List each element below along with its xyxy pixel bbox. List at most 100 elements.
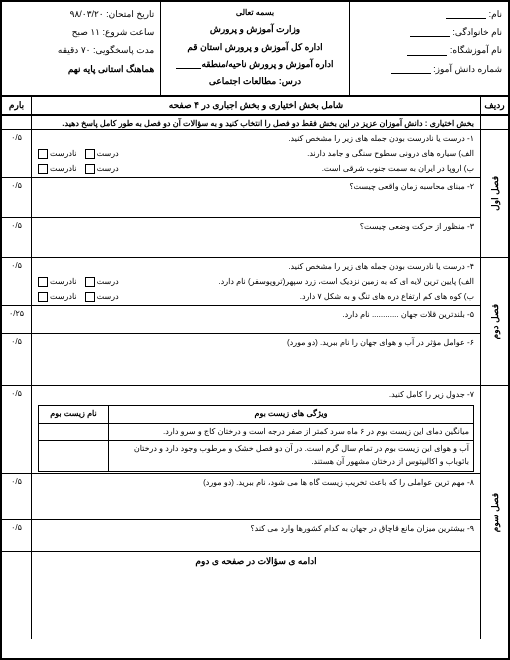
- barom-1: ۰/۵: [2, 130, 31, 178]
- q8-text: ۸- مهم ترین عواملی را که باعث تخریب زیست…: [38, 477, 474, 490]
- fasl1-label: فصل اول: [490, 176, 500, 211]
- school-blank: [407, 47, 447, 56]
- fasl2-label: فصل دوم: [490, 304, 500, 339]
- question-1: ۱- درست یا نادرست بودن جمله های زیر را م…: [32, 130, 480, 178]
- studentno-label: شماره دانش آموز:: [433, 64, 502, 74]
- q4a-true-box[interactable]: [85, 277, 95, 287]
- q1-title: ۱- درست یا نادرست بودن جمله های زیر را م…: [38, 133, 474, 146]
- barom-9: ۰/۵: [2, 520, 31, 552]
- q4b-true-label: درست: [97, 291, 119, 304]
- col-radif-header: ردیف: [480, 97, 508, 114]
- q1b-false-label: نادرست: [50, 163, 77, 176]
- duration-label: مدت پاسخگویی:: [93, 45, 154, 55]
- footer-note: ادامه ی سؤالات در صفحه ی دوم: [32, 552, 480, 571]
- start-label: ساعت شروع:: [103, 27, 155, 37]
- q4b-false-label: نادرست: [50, 291, 77, 304]
- q4-b: ب) کوه های کم ارتفاع دره های تنگ و به شک…: [119, 291, 474, 304]
- header-org: بسمه تعالی وزارت آموزش و پرورش اداره کل …: [160, 2, 349, 95]
- q1-b: ب) اروپا در ایران به سمت جنوب شرقی است.: [119, 163, 474, 176]
- school-label: نام آموزشگاه:: [450, 45, 502, 55]
- q9-text: ۹- بیشترین میزان مانع قاچاق در جهان به ک…: [38, 523, 474, 536]
- duration-value: ۷۰ دقیقه: [58, 45, 91, 55]
- radif-fasl3: فصل سوم: [481, 386, 508, 639]
- ministry: وزارت آموزش و پرورش: [167, 21, 343, 37]
- date-value: ۹۸/۰۳/۲۰: [70, 9, 104, 19]
- start-value: ۱۱ صبح: [72, 27, 100, 37]
- header-exam-info: تاریخ امتحان: ۹۸/۰۳/۲۰ ساعت شروع: ۱۱ صبح…: [2, 2, 160, 95]
- name-label: نام:: [489, 9, 502, 19]
- q7-row2: آب و هوای این زیست بوم در تمام سال گرم ا…: [109, 441, 474, 472]
- q7-row1-answer[interactable]: [39, 423, 109, 441]
- barom-7: ۰/۵: [2, 386, 31, 474]
- subheader: ردیف شامل بخش اختیاری و بخش اجباری در ۴ …: [2, 97, 508, 116]
- main-column: بخش اختیاری : دانش آموزان عزیز در این بخ…: [32, 116, 480, 639]
- barom-8: ۰/۵: [2, 474, 31, 520]
- q1a-true-label: درست: [97, 148, 119, 161]
- q1a-true-box[interactable]: [85, 149, 95, 159]
- header-student-info: نام: نام خانوادگی: نام آموزشگاه: شماره د…: [349, 2, 508, 95]
- radif-fasl1: فصل اول: [481, 130, 508, 258]
- q4a-false-label: نادرست: [50, 276, 77, 289]
- q7-col2: نام زیست بوم: [39, 405, 109, 423]
- col-barom-header: بارم: [2, 97, 32, 114]
- family-blank: [410, 28, 450, 37]
- radif-fasl2: فصل دوم: [481, 258, 508, 386]
- exam-type: هماهنگ استانی پایه نهم: [68, 64, 154, 74]
- content: فصل اول فصل دوم فصل سوم بخش اختیاری : دا…: [2, 116, 508, 639]
- radif-intro: [481, 116, 508, 130]
- question-7: ۷- جدول زیر را کامل کنید. ویژگی های زیست…: [32, 386, 480, 474]
- q4a-false-box[interactable]: [38, 277, 48, 287]
- q7-col1: ویژگی های زیست بوم: [109, 405, 474, 423]
- question-3: ۳- منظور از حرکت وضعی چیست؟: [32, 218, 480, 258]
- question-6: ۶- عوامل مؤثر در آب و هوای جهان را نام ب…: [32, 334, 480, 386]
- q7-table: ویژگی های زیست بوم نام زیست بوم میانگین …: [38, 405, 474, 472]
- radif-column: فصل اول فصل دوم فصل سوم: [480, 116, 508, 639]
- date-label: تاریخ امتحان:: [106, 9, 154, 19]
- barom-2: ۰/۵: [2, 178, 31, 218]
- logo-text: بسمه تعالی: [167, 6, 343, 20]
- q4-a: الف) پایین ترین لایه ای که به زمین نزدیک…: [119, 276, 474, 289]
- q1b-true-label: درست: [97, 163, 119, 176]
- q1b-true-box[interactable]: [85, 164, 95, 174]
- q4a-true-label: درست: [97, 276, 119, 289]
- q3-text: ۳- منظور از حرکت وضعی چیست؟: [38, 221, 474, 234]
- q7-title: ۷- جدول زیر را کامل کنید.: [38, 389, 474, 402]
- barom-3: ۰/۵: [2, 218, 31, 258]
- barom-intro: [2, 116, 31, 130]
- q7-row2-answer[interactable]: [39, 441, 109, 472]
- q4-title: ۴- درست یا نادرست بودن جمله های زیر را م…: [38, 261, 474, 274]
- question-5: ۵- بلندترین قلات جهان ............ نام د…: [32, 306, 480, 334]
- barom-footer: [2, 552, 31, 639]
- exam-page: نام: نام خانوادگی: نام آموزشگاه: شماره د…: [0, 0, 510, 660]
- studentno-blank: [391, 65, 431, 74]
- question-4: ۴- درست یا نادرست بودن جمله های زیر را م…: [32, 258, 480, 306]
- barom-5: ۰/۲۵: [2, 306, 31, 334]
- q7-row1: میانگین دمای این زیست بوم در ۶ ماه سرد ک…: [109, 423, 474, 441]
- barom-column: ۰/۵ ۰/۵ ۰/۵ ۰/۵ ۰/۲۵ ۰/۵ ۰/۵ ۰/۵ ۰/۵: [2, 116, 32, 639]
- q1a-false-label: نادرست: [50, 148, 77, 161]
- q6-text: ۶- عوامل مؤثر در آب و هوای جهان را نام ب…: [38, 337, 474, 350]
- q2-text: ۲- مبنای محاسبه زمان واقعی چیست؟: [38, 181, 474, 194]
- province: اداره کل آموزش و پرورش استان قم: [167, 39, 343, 55]
- q1a-false-box[interactable]: [38, 149, 48, 159]
- fasl3-label: فصل سوم: [490, 493, 500, 532]
- subject-label: درس:: [279, 76, 301, 86]
- family-label: نام خانوادگی:: [452, 27, 502, 37]
- header: نام: نام خانوادگی: نام آموزشگاه: شماره د…: [2, 2, 508, 97]
- district-blank: [176, 60, 201, 69]
- question-8: ۸- مهم ترین عواملی را که باعث تخریب زیست…: [32, 474, 480, 520]
- col-main-header: شامل بخش اختیاری و بخش اجباری در ۴ صفحه: [32, 97, 480, 114]
- q5-text: ۵- بلندترین قلات جهان ............ نام د…: [38, 309, 474, 322]
- barom-6: ۰/۵: [2, 334, 31, 386]
- q1b-false-box[interactable]: [38, 164, 48, 174]
- barom-4: ۰/۵: [2, 258, 31, 306]
- name-blank: [446, 10, 486, 19]
- q4b-true-box[interactable]: [85, 292, 95, 302]
- intro-text: بخش اختیاری : دانش آموزان عزیز در این بخ…: [32, 116, 480, 130]
- question-2: ۲- مبنای محاسبه زمان واقعی چیست؟: [32, 178, 480, 218]
- subject: مطالعات اجتماعی: [209, 76, 276, 86]
- q4b-false-box[interactable]: [38, 292, 48, 302]
- district: اداره آموزش و پرورش ناحیه/منطقه: [201, 59, 333, 69]
- question-9: ۹- بیشترین میزان مانع قاچاق در جهان به ک…: [32, 520, 480, 552]
- q1-a: الف) سیاره های درونی سطوح سنگی و جامد دا…: [119, 148, 474, 161]
